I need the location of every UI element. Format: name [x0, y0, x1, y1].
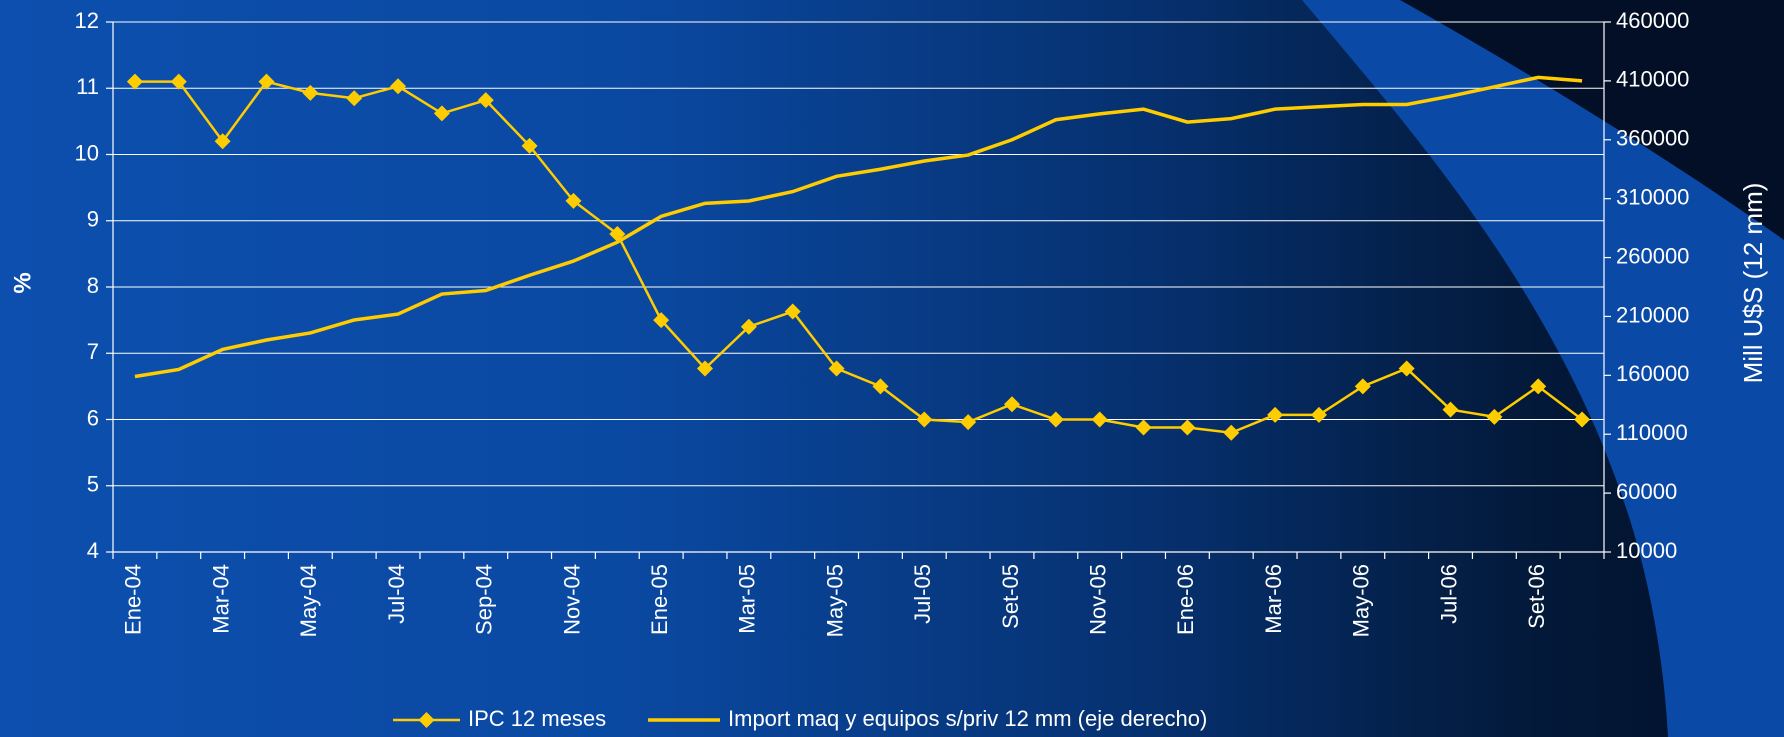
- y2-tick-label: 410000: [1616, 67, 1689, 92]
- marker: [740, 318, 757, 335]
- y-tick-label: 5: [87, 472, 99, 497]
- x-tick-label: Mar-04: [208, 564, 233, 634]
- marker: [828, 360, 845, 377]
- legend-marker: [418, 712, 435, 728]
- marker: [697, 360, 714, 377]
- y2-tick-label: 60000: [1616, 479, 1677, 504]
- marker: [1310, 406, 1327, 423]
- y2-tick-label: 10000: [1616, 538, 1677, 563]
- marker: [784, 303, 801, 320]
- marker: [653, 312, 670, 329]
- marker: [1003, 396, 1020, 413]
- x-tick-label: Jul-05: [910, 564, 935, 624]
- legend-label: Import maq y equipos s/priv 12 mm (eje d…: [728, 706, 1207, 731]
- y2-tick-label: 160000: [1616, 361, 1689, 386]
- legend-label: IPC 12 meses: [468, 706, 606, 731]
- marker: [1354, 378, 1371, 395]
- y-axis-label: %: [9, 272, 36, 293]
- x-tick-label: Mar-06: [1261, 564, 1286, 634]
- y2-tick-label: 360000: [1616, 126, 1689, 151]
- y2-tick-label: 460000: [1616, 8, 1689, 33]
- marker: [126, 73, 143, 90]
- y-tick-label: 9: [87, 207, 99, 232]
- x-tick-label: May-04: [296, 564, 321, 637]
- marker: [1574, 411, 1591, 428]
- series-line: [134, 80, 1583, 435]
- marker: [1223, 424, 1240, 441]
- marker: [1486, 408, 1503, 425]
- marker: [565, 192, 582, 209]
- marker: [1398, 360, 1415, 377]
- y-tick-label: 10: [75, 140, 99, 165]
- marker: [214, 133, 231, 150]
- x-tick-label: Nov-04: [559, 564, 584, 635]
- y-tick-label: 12: [75, 8, 99, 33]
- x-tick-label: Ene-06: [1173, 564, 1198, 635]
- y-tick-label: 4: [87, 538, 99, 563]
- x-tick-label: Set-06: [1524, 564, 1549, 629]
- marker: [521, 137, 538, 154]
- series-line: [134, 75, 1583, 379]
- marker: [302, 84, 319, 101]
- x-tick-label: Mar-05: [735, 564, 760, 634]
- marker: [872, 378, 889, 395]
- marker: [1047, 411, 1064, 428]
- x-tick-label: May-06: [1349, 564, 1374, 637]
- y2-tick-label: 110000: [1616, 420, 1688, 445]
- x-tick-label: Set-05: [998, 564, 1023, 629]
- background-curve: [1302, 0, 1784, 737]
- marker: [346, 90, 363, 107]
- marker: [390, 78, 407, 95]
- y2-tick-label: 310000: [1616, 184, 1689, 209]
- y2-tick-label: 210000: [1616, 302, 1689, 327]
- background-corner: [1400, 0, 1784, 240]
- marker: [1091, 411, 1108, 428]
- marker: [1442, 401, 1459, 418]
- marker: [1179, 419, 1196, 436]
- marker: [1530, 378, 1547, 395]
- marker: [916, 411, 933, 428]
- marker: [960, 414, 977, 431]
- marker: [477, 92, 494, 109]
- x-tick-label: Ene-05: [647, 564, 672, 635]
- y-tick-label: 11: [76, 74, 99, 99]
- x-tick-label: Nov-05: [1086, 564, 1111, 635]
- marker: [170, 73, 187, 90]
- marker: [1135, 419, 1152, 436]
- x-tick-label: Sep-04: [472, 564, 497, 635]
- marker: [1267, 406, 1284, 423]
- x-tick-label: Jul-04: [384, 564, 409, 624]
- y-tick-label: 7: [87, 339, 99, 364]
- x-tick-label: May-05: [822, 564, 847, 637]
- x-tick-label: Ene-04: [121, 564, 146, 635]
- marker: [433, 105, 450, 122]
- marker: [258, 73, 275, 90]
- y-tick-label: 8: [87, 273, 99, 298]
- x-tick-label: Jul-06: [1436, 564, 1461, 624]
- y2-axis-label: Mill U$S (12 mm): [1738, 183, 1768, 384]
- y-tick-label: 6: [87, 405, 99, 430]
- y2-tick-label: 260000: [1616, 243, 1689, 268]
